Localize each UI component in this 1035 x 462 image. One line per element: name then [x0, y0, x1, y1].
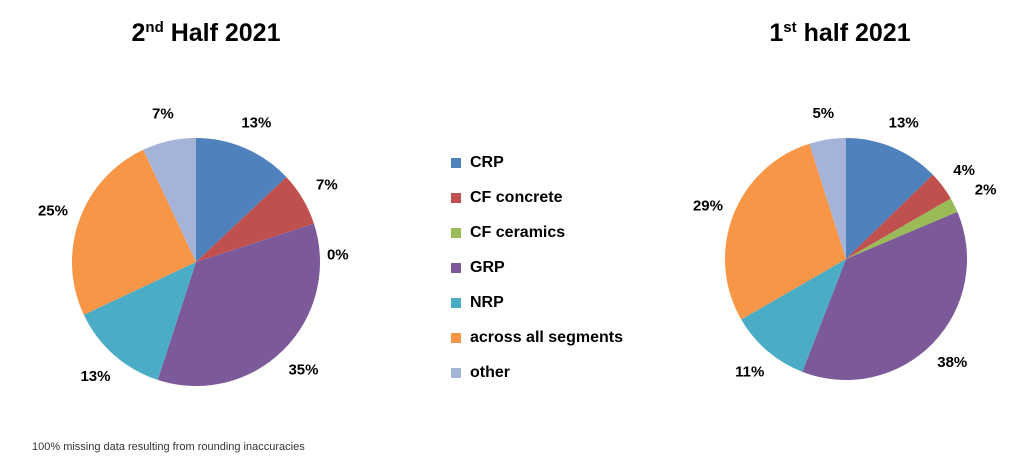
pie-slice-across-all-segments	[72, 149, 196, 315]
pie-chart-2nd-half-2021: 13% 7% 0% 35% 13% 25% 7%	[38, 106, 349, 386]
pie-slice-nrp	[83, 262, 196, 380]
legend-item-cf-concrete: CF concrete	[451, 180, 623, 215]
legend-item-across-all-segments: across all segments	[451, 320, 623, 355]
legend-label: GRP	[470, 258, 505, 276]
pie-slice-grp	[157, 223, 320, 386]
legend-item-other: other	[451, 355, 623, 390]
pie-slice-other	[809, 138, 846, 259]
slice-label-cf-ceramics: 0%	[327, 246, 349, 263]
legend-swatch	[451, 367, 461, 378]
legend-swatch	[451, 227, 461, 238]
pie-chart-1st-half-2021: 13% 4%2% 38% 11% 29% 5%	[693, 105, 997, 381]
legend-label: NRP	[470, 293, 504, 311]
slice-label-grp: 38%	[937, 354, 967, 371]
slice-label-cf-ceramics: 2%	[975, 181, 997, 198]
legend-swatch	[451, 192, 461, 203]
chart-legend: CRP CF concrete CF ceramics GRP NRP acro…	[451, 145, 623, 390]
slice-label-nrp: 11%	[735, 363, 764, 380]
pie-slice-cf-concrete	[846, 174, 951, 259]
slice-label-across-all-segments: 25%	[38, 203, 68, 220]
pie-slice-nrp	[741, 259, 846, 372]
footnote: 100% missing data resulting from roundin…	[32, 441, 305, 453]
pie-slice-grp	[802, 211, 967, 380]
legend-swatch	[451, 332, 461, 343]
pie-slice-cf-concrete	[196, 177, 314, 262]
legend-label: other	[470, 363, 510, 381]
chart-title-2nd-half-2021: 2nd Half 2021	[131, 19, 281, 47]
legend-label: CF concrete	[470, 188, 563, 206]
slice-label-crp: 13%	[241, 115, 271, 132]
legend-label: CF ceramics	[470, 223, 566, 241]
chart-title-1st-half-2021: 1st half 2021	[769, 19, 911, 47]
slice-label-across-all-segments: 29%	[693, 198, 723, 215]
slice-label-other: 7%	[152, 106, 174, 123]
slice-label-grp: 35%	[288, 361, 318, 378]
legend-label: CRP	[470, 153, 504, 171]
legend-swatch	[451, 157, 461, 168]
legend-item-nrp: NRP	[451, 285, 623, 320]
legend-item-crp: CRP	[451, 145, 623, 180]
slice-label-other: 5%	[812, 105, 834, 122]
pie-slice-crp	[846, 138, 933, 259]
pie-slice-across-all-segments	[725, 143, 846, 320]
pie-slice-other	[143, 138, 196, 262]
slice-label-cf-concrete: 7%	[316, 177, 338, 194]
legend-swatch	[451, 262, 461, 273]
slice-label-crp: 13%	[889, 115, 919, 132]
legend-swatch	[451, 297, 461, 308]
pie-slice-cf-ceramics	[846, 198, 958, 259]
slice-label-nrp: 13%	[80, 368, 110, 385]
legend-label: across all segments	[470, 328, 623, 346]
pie-slice-crp	[196, 138, 287, 262]
legend-item-grp: GRP	[451, 250, 623, 285]
legend-item-cf-ceramics: CF ceramics	[451, 215, 623, 250]
slice-label-cf-concrete: 4%	[953, 162, 975, 179]
